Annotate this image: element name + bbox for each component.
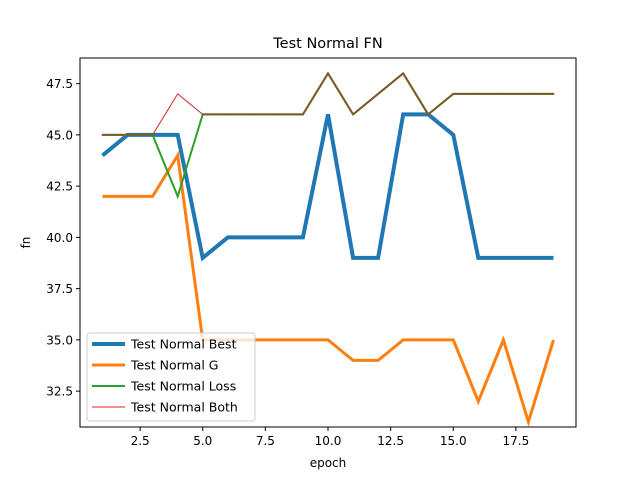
series-layer bbox=[101, 71, 555, 428]
legend-label: Test Normal Best bbox=[130, 337, 237, 352]
x-axis: 2.5 5.0 7.5 10.0 12.5 15.0 17.5 bbox=[131, 427, 530, 448]
y-axis-label: fn bbox=[19, 237, 33, 249]
legend: Test Normal Best Test Normal G Test Normal… bbox=[86, 332, 256, 422]
y-tick-label: 32.5 bbox=[46, 385, 73, 399]
series-line-2 bbox=[102, 151, 555, 428]
y-axis: 32.5 35.0 37.5 40.0 42.5 45.0 47.5 bbox=[46, 77, 80, 399]
y-tick-label: 40.0 bbox=[46, 231, 73, 245]
legend-label: Test Normal Both bbox=[130, 400, 238, 415]
x-axis-label: epoch bbox=[310, 456, 347, 470]
y-tick-label: 45.0 bbox=[46, 128, 73, 142]
x-tick-label: 12.5 bbox=[377, 434, 404, 448]
y-tick-label: 37.5 bbox=[46, 282, 73, 296]
legend-box bbox=[86, 332, 256, 422]
y-tick-label: 47.5 bbox=[46, 77, 73, 91]
y-tick-label: 42.5 bbox=[46, 180, 73, 194]
x-tick-label: 2.5 bbox=[131, 434, 150, 448]
x-tick-label: 17.5 bbox=[503, 434, 530, 448]
x-tick-label: 7.5 bbox=[256, 434, 275, 448]
y-tick-label: 35.0 bbox=[46, 333, 73, 347]
series-line-1 bbox=[101, 112, 554, 262]
x-tick-label: 5.0 bbox=[193, 434, 212, 448]
chart-title: Test Normal FN bbox=[272, 36, 382, 52]
x-tick-label: 10.0 bbox=[315, 434, 342, 448]
legend-label: Test Normal G bbox=[130, 358, 218, 373]
overlap-segment bbox=[327, 72, 355, 116]
overlap-segment bbox=[301, 72, 329, 116]
legend-label: Test Normal Loss bbox=[130, 379, 236, 394]
overlap-segment bbox=[427, 92, 455, 116]
overlap-segment bbox=[352, 92, 380, 116]
x-tick-label: 15.0 bbox=[440, 434, 467, 448]
overlap-segment bbox=[377, 72, 405, 95]
overlap-segment bbox=[402, 72, 430, 116]
